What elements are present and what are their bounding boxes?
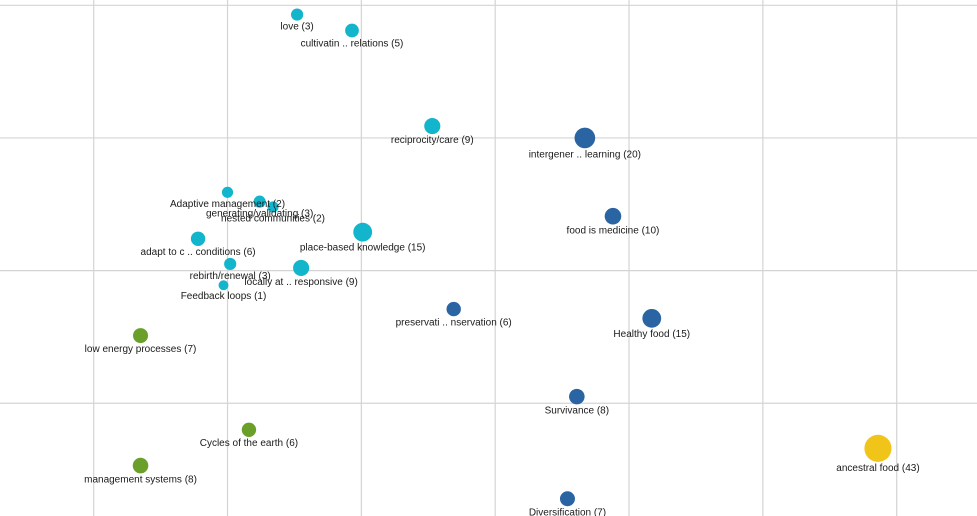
point-label-4: Adaptive management (2) [170, 199, 285, 210]
point-label-19: management systems (8) [84, 474, 197, 485]
data-point-10[interactable] [224, 257, 237, 271]
data-point-2[interactable] [424, 117, 441, 135]
point-label-10: rebirth/renewal (3) [190, 271, 271, 282]
data-point-14[interactable] [642, 308, 662, 328]
data-point-7[interactable] [604, 207, 622, 225]
point-label-11: locally at .. responsive (9) [244, 277, 357, 288]
data-point-18[interactable] [864, 434, 892, 462]
point-label-8: place-based knowledge (15) [300, 243, 426, 254]
point-labels: love (3) cultivatin .. relations (5) recip… [84, 22, 920, 516]
data-point-16[interactable] [569, 388, 585, 405]
data-point-17[interactable] [241, 422, 257, 437]
point-label-16: Survivance (8) [545, 405, 609, 416]
data-point-6[interactable] [267, 201, 279, 213]
point-label-3: intergener .. learning (20) [529, 149, 641, 160]
point-label-1: cultivatin .. relations (5) [301, 38, 404, 49]
data-point-3[interactable] [574, 127, 596, 149]
point-label-2: reciprocity/care (9) [391, 135, 474, 146]
data-point-15[interactable] [133, 328, 149, 344]
data-point-1[interactable] [345, 23, 359, 38]
data-point-0[interactable] [291, 8, 304, 21]
point-label-13: preservati .. nservation (6) [396, 317, 512, 328]
data-point-11[interactable] [293, 259, 310, 276]
point-label-6: nested communities (2) [221, 214, 325, 225]
data-point-4[interactable] [221, 186, 234, 198]
point-label-9: adapt to c .. conditions (6) [141, 247, 256, 258]
data-point-9[interactable] [190, 231, 206, 246]
point-label-5: generating/validating (3) [206, 209, 313, 220]
data-point-8[interactable] [353, 222, 373, 242]
point-label-18: ancestral food (43) [836, 463, 919, 474]
point-label-17: Cycles of the earth (6) [200, 438, 298, 449]
data-point-5[interactable] [253, 195, 266, 208]
data-points [132, 8, 892, 507]
data-point-20[interactable] [559, 491, 575, 507]
data-point-19[interactable] [132, 457, 149, 474]
point-label-7: food is medicine (10) [567, 226, 660, 237]
point-label-15: low energy processes (7) [85, 344, 197, 355]
point-label-0: love (3) [280, 22, 313, 33]
point-label-20: Diversification (7) [529, 507, 606, 516]
point-label-12: Feedback loops (1) [181, 291, 267, 302]
point-label-14: Healthy food (15) [613, 329, 690, 340]
data-point-13[interactable] [446, 301, 461, 317]
data-point-12[interactable] [218, 280, 229, 291]
